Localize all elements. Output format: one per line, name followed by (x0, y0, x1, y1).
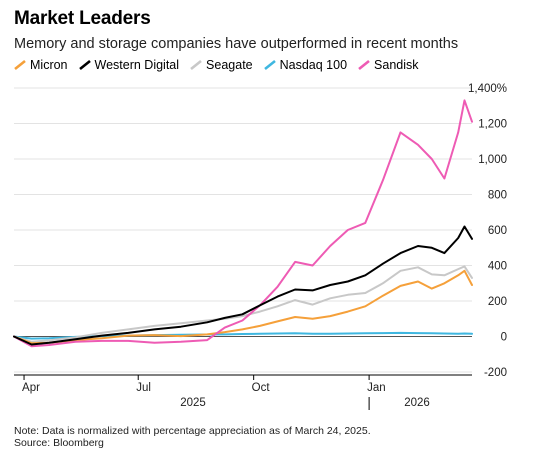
legend-item: Western Digital (78, 58, 180, 72)
x-tick-label: Apr (22, 382, 40, 394)
legend-swatch (263, 59, 276, 71)
chart-title: Market Leaders (14, 8, 151, 29)
legend-swatch (358, 59, 370, 71)
chart-subtitle: Memory and storage companies have outper… (14, 36, 459, 52)
y-tick-label: 200 (488, 296, 507, 308)
y-tick-label: 800 (488, 190, 507, 202)
legend-swatch (14, 59, 26, 71)
legend: Micron Western Digital Seagate Nasdaq 100 Sa… (14, 58, 430, 72)
note-text: Note: Data is normalized with percentage… (14, 425, 371, 437)
legend-item: Seagate (190, 58, 253, 72)
series-line-western-digital (13, 225, 473, 346)
footnote: Note: Data is normalized with percentage… (14, 425, 371, 449)
y-tick-label: 0 (501, 332, 507, 344)
y-tick-label: 1,000 (478, 154, 507, 166)
legend-label: Sandisk (374, 58, 419, 72)
legend-swatch (78, 59, 91, 71)
y-tick-label: 600 (488, 225, 507, 237)
year-label: 2026 (404, 397, 430, 409)
y-tick-label: -200 (484, 367, 507, 379)
legend-item: Nasdaq 100 (263, 58, 348, 72)
legend-swatch (190, 59, 202, 71)
legend-label: Seagate (206, 58, 253, 72)
series-line-sandisk (13, 99, 473, 348)
y-tick-label: 400 (488, 261, 507, 273)
legend-item: Micron (14, 58, 68, 72)
y-tick-label: 1,200 (478, 119, 507, 131)
legend-label: Nasdaq 100 (279, 58, 348, 72)
legend-label: Western Digital (94, 58, 180, 72)
x-tick-label: Jan (367, 382, 386, 394)
series-line-micron (13, 269, 473, 345)
year-label: 2025 (180, 397, 206, 409)
x-tick-label: Jul (136, 382, 151, 394)
series-line-seagate (13, 265, 473, 343)
legend-label: Micron (30, 58, 68, 72)
y-tick-label: 1,400% (468, 83, 507, 95)
source-text: Source: Bloomberg (14, 437, 104, 449)
x-tick-label: Oct (252, 382, 271, 394)
legend-item: Sandisk (358, 58, 419, 72)
